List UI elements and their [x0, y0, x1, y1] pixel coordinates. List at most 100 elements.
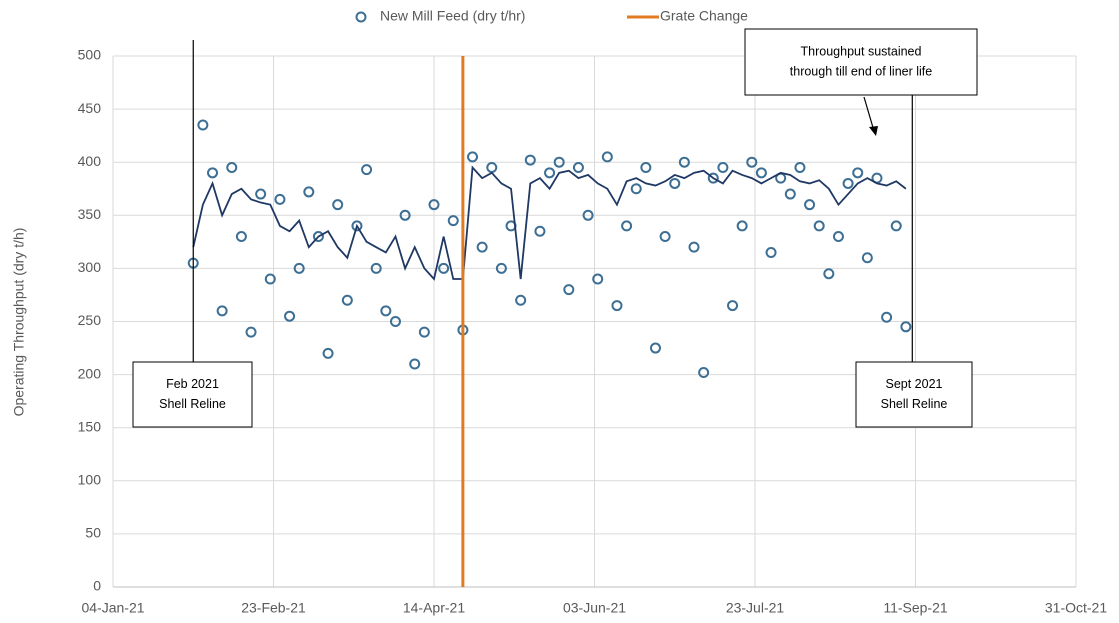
legend-label: Grate Change — [660, 8, 748, 24]
point — [861, 252, 873, 264]
point — [341, 294, 353, 306]
point — [303, 186, 315, 198]
point — [601, 151, 613, 163]
y-tick-label: 150 — [78, 418, 102, 434]
point — [717, 162, 729, 174]
point — [351, 220, 363, 232]
point — [322, 347, 334, 359]
point — [784, 188, 796, 200]
x-tick-label: 23-Feb-21 — [241, 600, 306, 616]
annotation-box — [855, 361, 973, 428]
annotation-arrow — [863, 96, 875, 132]
point — [823, 268, 835, 280]
annotation-text: Shell Reline — [881, 397, 948, 411]
point — [467, 151, 479, 163]
point — [524, 154, 536, 166]
point — [592, 273, 604, 285]
point — [235, 231, 247, 243]
y-tick-label: 400 — [78, 153, 102, 169]
point — [495, 262, 507, 274]
point — [370, 262, 382, 274]
point — [755, 167, 767, 179]
annotation-text: Feb 2021 — [166, 377, 219, 391]
y-axis-title: Operating Throughput (dry t/h) — [11, 228, 27, 417]
y-tick-label: 450 — [78, 100, 102, 116]
point — [216, 305, 228, 317]
point — [727, 300, 739, 312]
point — [563, 284, 575, 296]
annotation: Sept 2021 Shell Reline — [855, 95, 973, 428]
point — [900, 321, 912, 333]
annotation-text: Throughput sustained — [801, 44, 922, 58]
point — [669, 177, 681, 189]
point — [746, 156, 758, 168]
point — [553, 156, 565, 168]
point — [852, 167, 864, 179]
point — [389, 316, 401, 327]
point — [698, 366, 710, 378]
point — [207, 167, 219, 179]
point — [447, 215, 459, 227]
x-tick-label: 11-Sep-21 — [883, 600, 948, 616]
point — [804, 199, 816, 211]
point — [197, 119, 209, 131]
annotation-text: through till end of liner life — [790, 64, 932, 78]
y-tick-label: 100 — [78, 472, 102, 488]
x-tick-label: 04-Jan-21 — [81, 600, 144, 616]
point — [640, 162, 652, 174]
legend-marker — [355, 11, 367, 23]
point — [582, 209, 594, 221]
point — [284, 310, 296, 322]
point — [274, 193, 286, 205]
point — [611, 300, 623, 312]
point — [621, 220, 633, 232]
point — [476, 241, 488, 253]
annotation-arrowhead — [869, 126, 878, 136]
point — [736, 220, 748, 232]
line — [192, 165, 907, 281]
annotation-box — [744, 28, 978, 96]
point — [572, 162, 584, 174]
annotation-box — [132, 361, 253, 428]
point — [226, 162, 238, 174]
y-tick-label: 50 — [85, 525, 101, 541]
point — [438, 262, 450, 274]
point — [486, 162, 498, 174]
point — [255, 188, 267, 200]
y-tick-label: 250 — [78, 312, 102, 328]
y-tick-label: 200 — [78, 365, 102, 381]
point — [332, 199, 344, 211]
point — [312, 231, 324, 243]
annotation-text: Sept 2021 — [886, 377, 943, 391]
point — [544, 167, 556, 179]
point — [678, 156, 690, 168]
x-tick-label: 31-Oct-21 — [1045, 600, 1107, 616]
point — [245, 326, 257, 338]
point — [630, 183, 642, 195]
x-tick-label: 23-Jul-21 — [726, 600, 785, 616]
point — [794, 162, 806, 174]
point — [765, 246, 777, 258]
point — [293, 262, 305, 274]
point — [515, 294, 527, 306]
y-tick-label: 300 — [78, 259, 102, 275]
annotation: Feb 2021 Shell Reline — [132, 40, 253, 428]
point — [649, 342, 661, 354]
point — [881, 311, 893, 323]
y-tick-label: 350 — [78, 206, 102, 222]
point — [890, 220, 902, 232]
point — [264, 273, 276, 285]
x-tick-label: 14-Apr-21 — [403, 600, 465, 616]
annotation: Throughput sustained through till end of … — [744, 28, 978, 96]
point — [688, 241, 700, 253]
point — [832, 231, 844, 243]
point — [428, 199, 440, 211]
point — [399, 209, 411, 221]
point — [659, 231, 671, 243]
point — [361, 164, 373, 176]
y-tick-label: 500 — [78, 47, 102, 63]
y-tick-label: 0 — [93, 578, 101, 594]
x-tick-label: 03-Jun-21 — [563, 600, 626, 616]
point — [707, 172, 719, 184]
